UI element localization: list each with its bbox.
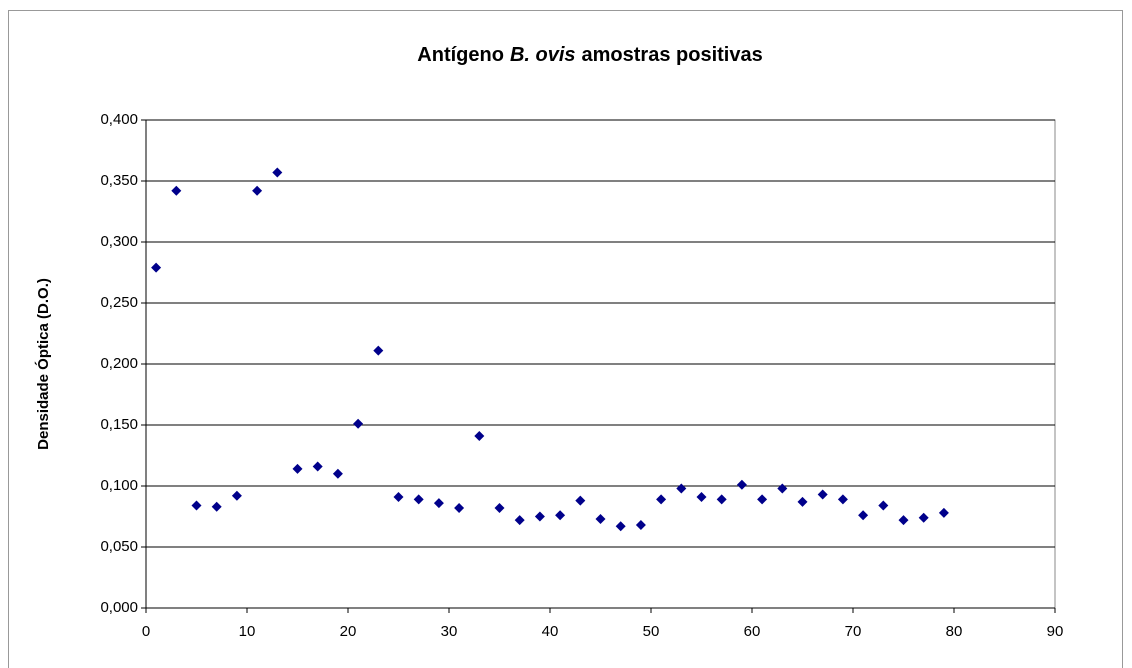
data-point [171, 185, 182, 196]
data-point [736, 479, 747, 490]
x-tick-label: 70 [845, 623, 862, 640]
x-tick-label: 90 [1047, 623, 1064, 640]
data-point [191, 500, 202, 511]
data-point [353, 418, 364, 429]
data-point [534, 511, 545, 522]
data-point [332, 468, 343, 479]
title-part: B. ovis [510, 44, 576, 66]
data-point [292, 463, 303, 474]
data-point [433, 498, 444, 509]
data-point [494, 502, 505, 513]
data-point [312, 461, 323, 472]
y-tick-label: 0,200 [100, 355, 138, 372]
y-tick-label: 0,000 [100, 599, 138, 616]
data-point [797, 496, 808, 507]
x-tick-label: 60 [744, 623, 761, 640]
data-point [817, 489, 828, 500]
data-point [635, 520, 646, 531]
x-tick-label: 40 [542, 623, 559, 640]
x-tick-label: 80 [946, 623, 963, 640]
x-tick-label: 0 [142, 623, 150, 640]
x-tick-label: 20 [340, 623, 357, 640]
title-part: amostras positivas [582, 44, 763, 66]
data-point [898, 515, 909, 526]
x-tick-label: 10 [239, 623, 256, 640]
data-point [454, 502, 465, 513]
data-point [555, 510, 566, 521]
data-point [373, 345, 384, 356]
y-tick-label: 0,150 [100, 416, 138, 433]
data-point [858, 510, 869, 521]
data-point [595, 513, 606, 524]
data-point [231, 490, 242, 501]
y-tick-label: 0,050 [100, 538, 138, 555]
data-point [575, 495, 586, 506]
data-point [757, 494, 768, 505]
data-point [272, 167, 283, 178]
x-tick-label: 30 [441, 623, 458, 640]
y-tick-label: 0,300 [100, 233, 138, 250]
data-point [252, 185, 263, 196]
y-tick-label: 0,100 [100, 477, 138, 494]
data-point [413, 494, 424, 505]
chart-title: Antígeno B. ovis amostras positivas [417, 44, 762, 66]
data-point [514, 515, 525, 526]
data-point [696, 491, 707, 502]
y-axis-label: Densidade Óptica (D.O.) [34, 278, 52, 450]
y-tick-label: 0,250 [100, 294, 138, 311]
data-point [474, 430, 485, 441]
data-point [716, 494, 727, 505]
data-point [878, 500, 889, 511]
x-tick-label: 50 [643, 623, 660, 640]
data-point [676, 483, 687, 494]
y-tick-label: 0,350 [100, 172, 138, 189]
y-tick-label: 0,400 [100, 111, 138, 128]
data-point [211, 501, 222, 512]
data-point [837, 494, 848, 505]
title-part: Antígeno [417, 44, 504, 66]
data-point [393, 491, 404, 502]
data-point [656, 494, 667, 505]
data-point [938, 507, 949, 518]
data-point [615, 521, 626, 532]
data-point [918, 512, 929, 523]
data-point [777, 483, 788, 494]
data-point [151, 262, 162, 273]
